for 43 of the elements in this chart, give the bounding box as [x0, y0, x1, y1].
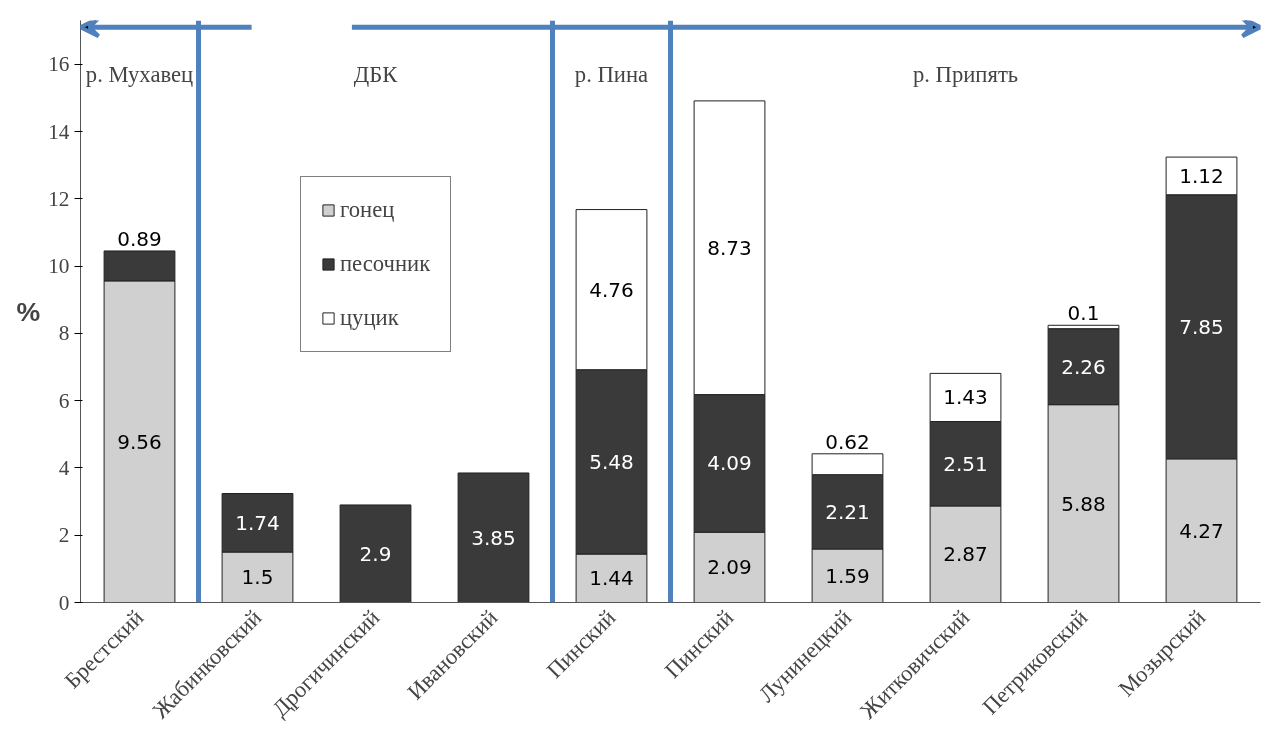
- data-label: 2.09: [707, 555, 752, 580]
- data-label: 4.09: [707, 451, 752, 476]
- data-label: 2.26: [1061, 354, 1106, 379]
- y-tick-label: 2: [58, 523, 70, 548]
- y-tick-label: 8: [58, 321, 70, 346]
- y-tick-label: 14: [48, 119, 70, 144]
- bar: [457, 472, 530, 603]
- y-tick-label: 16: [48, 52, 70, 77]
- data-label: 1.74: [235, 510, 280, 535]
- data-label: 0.89: [117, 226, 162, 251]
- legend-label: цуцик: [340, 305, 399, 331]
- data-label: 1.43: [943, 385, 988, 410]
- y-tick-label: 10: [48, 254, 70, 279]
- annotation: р. Мухавец: [85, 61, 194, 87]
- data-label: 3.85: [471, 525, 516, 550]
- annotation: ДБК: [353, 61, 399, 87]
- data-label: 0.1: [1067, 301, 1100, 326]
- y-tick-label: 6: [58, 388, 70, 413]
- data-label: 2.87: [943, 542, 988, 567]
- data-label: 5.88: [1061, 491, 1106, 516]
- data-label: 5.48: [589, 449, 634, 474]
- y-tick-label: 0: [58, 590, 70, 615]
- data-label: 7.85: [1179, 314, 1224, 339]
- data-label: 4.27: [1179, 518, 1224, 543]
- annotation: р. Припять: [912, 61, 1019, 87]
- data-label: 1.59: [825, 563, 870, 588]
- legend-label: песочник: [340, 251, 431, 277]
- data-label: 2.51: [943, 451, 988, 476]
- legend-label: гонец: [340, 197, 395, 223]
- y-tick-label: 4: [58, 455, 70, 480]
- data-label: 0.62: [825, 429, 870, 454]
- y-tick-label: 12: [48, 186, 70, 211]
- data-label: 1.12: [1179, 163, 1224, 188]
- annotation: р. Пина: [574, 61, 649, 87]
- bar: [339, 504, 412, 603]
- data-label: 2.9: [359, 541, 392, 566]
- y-axis-title: %: [16, 296, 41, 327]
- data-label: 1.5: [241, 565, 274, 590]
- data-label: 2.21: [825, 499, 870, 524]
- data-label: 4.76: [589, 277, 634, 302]
- data-label: 9.56: [117, 429, 162, 454]
- data-label: 1.44: [589, 566, 634, 591]
- data-label: 8.73: [707, 235, 752, 260]
